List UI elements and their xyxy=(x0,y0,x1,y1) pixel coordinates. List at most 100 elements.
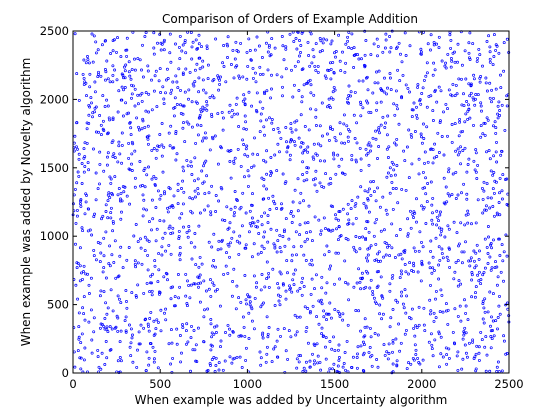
data-point xyxy=(479,124,483,128)
data-point xyxy=(160,253,164,257)
data-point xyxy=(332,85,336,89)
data-point xyxy=(473,295,477,299)
data-point xyxy=(383,240,387,244)
data-point xyxy=(74,283,78,287)
data-point xyxy=(136,93,140,97)
data-point xyxy=(161,236,165,240)
data-point xyxy=(499,73,502,77)
data-point xyxy=(491,292,495,296)
data-point xyxy=(106,104,110,108)
data-point xyxy=(498,213,502,217)
data-point xyxy=(122,190,126,194)
data-point xyxy=(404,188,408,192)
data-point xyxy=(495,44,499,48)
data-point xyxy=(239,300,243,304)
data-point xyxy=(84,61,88,65)
data-point xyxy=(490,88,494,92)
data-point xyxy=(455,354,459,358)
data-point xyxy=(385,133,389,137)
data-point xyxy=(472,123,475,127)
data-point xyxy=(175,342,179,346)
data-point xyxy=(219,345,222,349)
data-point xyxy=(216,162,220,166)
data-point xyxy=(144,109,148,113)
data-point xyxy=(262,246,266,250)
data-point xyxy=(87,320,91,324)
data-point xyxy=(375,270,379,274)
data-point xyxy=(377,69,381,73)
data-point xyxy=(150,198,154,202)
data-point xyxy=(239,164,243,168)
data-point xyxy=(190,45,194,49)
data-point xyxy=(323,74,327,78)
data-point xyxy=(453,50,456,54)
data-point xyxy=(361,369,365,372)
data-point xyxy=(491,187,495,191)
data-point xyxy=(277,299,281,303)
data-point xyxy=(148,342,152,345)
data-point xyxy=(454,197,458,200)
data-point xyxy=(235,284,239,288)
data-point xyxy=(472,249,476,253)
data-point xyxy=(479,101,483,105)
data-point xyxy=(264,118,268,122)
data-point xyxy=(276,355,279,359)
data-point xyxy=(176,273,180,276)
data-point xyxy=(293,188,297,192)
data-point xyxy=(187,88,191,92)
data-point xyxy=(325,38,329,42)
data-point xyxy=(449,46,453,50)
data-point xyxy=(446,322,450,326)
data-point xyxy=(376,333,380,337)
data-point xyxy=(116,329,120,333)
data-point xyxy=(239,41,243,45)
data-point xyxy=(495,265,499,269)
data-point xyxy=(306,237,309,241)
data-point xyxy=(415,116,419,120)
data-point xyxy=(164,318,168,322)
data-point xyxy=(200,45,203,49)
data-point xyxy=(226,323,230,327)
data-point xyxy=(338,277,342,281)
data-point xyxy=(209,318,213,321)
data-point xyxy=(457,242,461,246)
data-point xyxy=(121,73,125,77)
data-point xyxy=(117,140,121,144)
data-point xyxy=(101,127,105,131)
data-point xyxy=(461,357,465,361)
data-point xyxy=(178,216,182,220)
data-point xyxy=(460,261,464,265)
data-point xyxy=(424,74,428,78)
data-point xyxy=(474,221,478,225)
data-point xyxy=(255,281,259,285)
data-point xyxy=(176,202,180,206)
data-point xyxy=(108,80,112,84)
data-point xyxy=(110,327,114,331)
data-point xyxy=(474,151,478,155)
data-point xyxy=(416,356,420,360)
data-point xyxy=(224,80,228,84)
data-point xyxy=(103,68,107,71)
data-point xyxy=(368,326,372,330)
data-point xyxy=(292,283,296,287)
data-point xyxy=(346,212,350,216)
data-point xyxy=(75,208,79,212)
data-point xyxy=(156,280,160,284)
data-point xyxy=(152,319,156,323)
data-point xyxy=(422,137,426,140)
data-point xyxy=(468,94,472,98)
data-point xyxy=(366,259,370,263)
data-point xyxy=(294,230,298,234)
data-point xyxy=(347,218,351,222)
data-point xyxy=(299,191,303,195)
data-point xyxy=(111,139,115,143)
data-point xyxy=(476,93,480,97)
data-point xyxy=(364,204,368,208)
data-point xyxy=(241,75,245,79)
data-point xyxy=(378,312,382,316)
data-point xyxy=(391,308,395,311)
data-point xyxy=(364,206,368,210)
data-point xyxy=(173,295,177,299)
data-point xyxy=(125,36,129,40)
data-point xyxy=(326,312,330,316)
